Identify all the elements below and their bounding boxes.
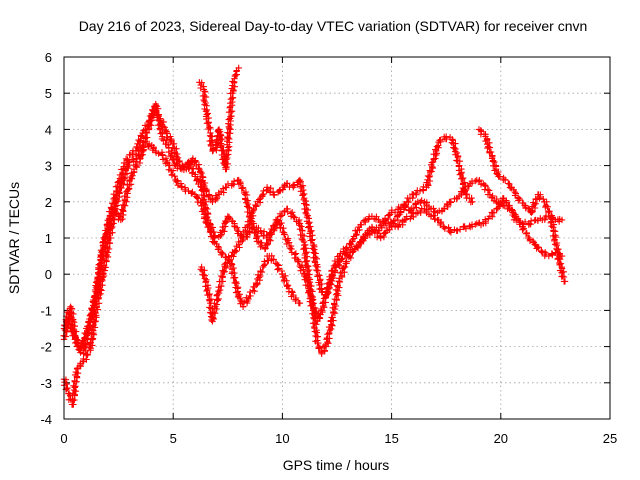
data-series <box>60 64 569 408</box>
x-tick-label: 5 <box>170 431 177 446</box>
y-axis: -4 -3 -2 -1 0 1 2 3 4 5 6 <box>40 50 610 427</box>
y-tick-label: 6 <box>45 50 52 65</box>
x-tick-label: 20 <box>494 431 508 446</box>
chart-title: Day 216 of 2023, Sidereal Day-to-day VTE… <box>79 18 588 34</box>
series-markers <box>196 64 304 325</box>
y-tick-label: 5 <box>45 86 52 101</box>
x-axis-label: GPS time / hours <box>283 457 390 473</box>
x-tick-label: 15 <box>384 431 398 446</box>
y-tick-label: 1 <box>45 231 52 246</box>
x-tick-label: 0 <box>60 431 67 446</box>
y-tick-label: 0 <box>45 267 52 282</box>
y-tick-label: -3 <box>40 376 52 391</box>
y-tick-label: 4 <box>45 122 52 137</box>
x-tick-label: 10 <box>275 431 289 446</box>
y-tick-label: -4 <box>40 412 52 427</box>
plot-frame <box>63 56 611 420</box>
y-tick-label: 3 <box>45 159 52 174</box>
y-tick-label: 2 <box>45 195 52 210</box>
x-axis: 0 5 10 15 20 25 <box>60 57 617 446</box>
y-tick-label: -2 <box>40 340 52 355</box>
y-tick-label: -1 <box>40 303 52 318</box>
x-tick-label: 25 <box>603 431 617 446</box>
gridlines <box>64 57 610 419</box>
y-axis-label: SDTVAR / TECUs <box>6 182 22 294</box>
series-track-4 <box>196 64 304 325</box>
